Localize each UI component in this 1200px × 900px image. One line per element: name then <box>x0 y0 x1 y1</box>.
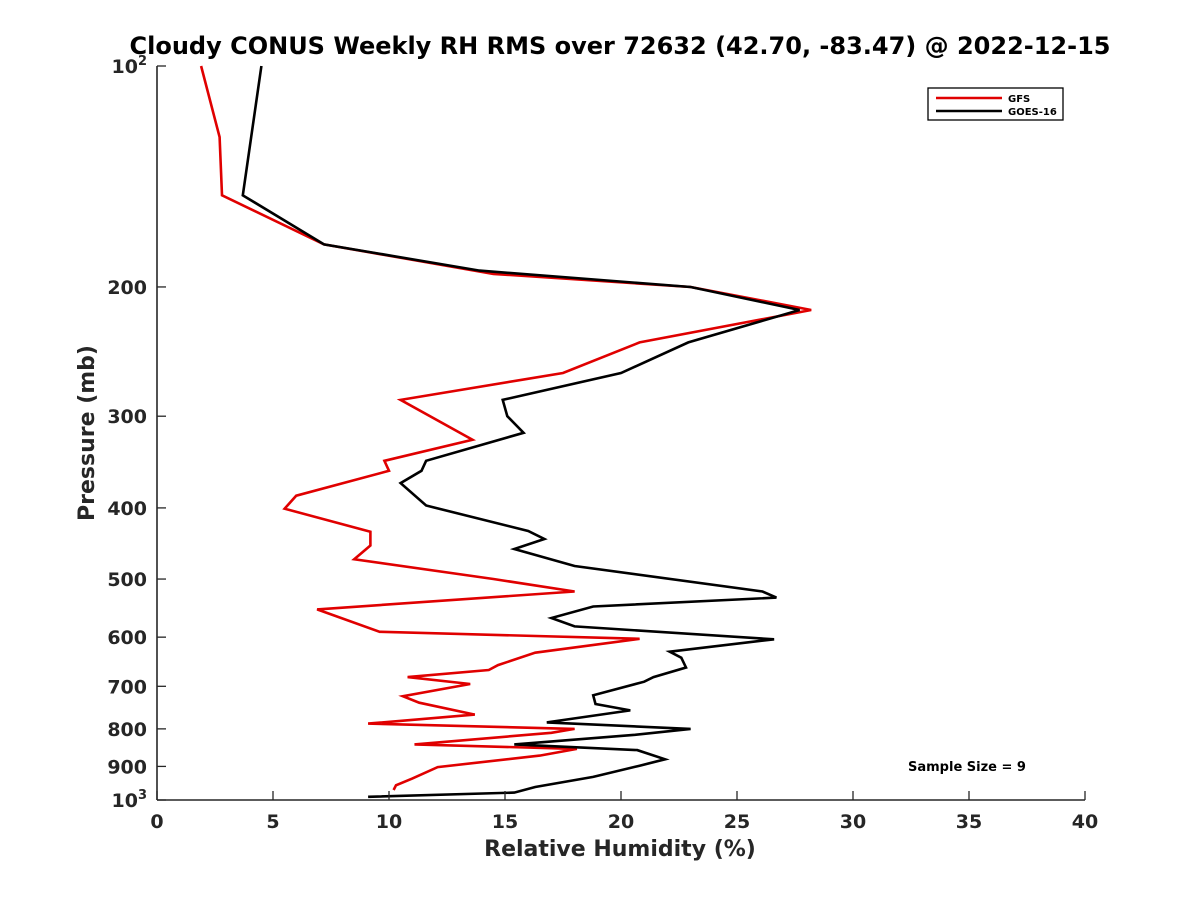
y-tick-label: 700 <box>107 676 147 698</box>
y-tick-label: 103 <box>112 788 148 812</box>
x-tick-label: 0 <box>150 811 163 833</box>
legend: GFS GOES-16 <box>927 87 1064 121</box>
x-tick-label: 30 <box>840 811 866 833</box>
y-axis-label: Pressure (mb) <box>75 345 100 521</box>
y-tick-label: 800 <box>107 719 147 741</box>
x-tick-label: 25 <box>724 811 750 833</box>
y-tick-label: 500 <box>107 569 147 591</box>
x-tick-label: 10 <box>376 811 402 833</box>
y-tick-label: 600 <box>107 627 147 649</box>
series-layer <box>199 65 812 799</box>
x-tick-label: 15 <box>492 811 518 833</box>
y-tick-label: 900 <box>107 756 147 778</box>
x-tick-label: 20 <box>608 811 634 833</box>
y-tick-label: 300 <box>107 406 147 428</box>
x-tick-label: 35 <box>956 811 982 833</box>
x-tick-label: 5 <box>266 811 279 833</box>
sample-size-annotation: Sample Size = 9 <box>908 760 1026 775</box>
legend-label: GOES-16 <box>1008 107 1057 118</box>
x-axis-label: Relative Humidity (%) <box>484 837 756 862</box>
chart-title: Cloudy CONUS Weekly RH RMS over 72632 (4… <box>130 32 1111 60</box>
x-tick-label: 40 <box>1072 811 1098 833</box>
series-line-goes-16 <box>241 65 800 799</box>
y-tick-label: 400 <box>107 498 147 520</box>
legend-label: GFS <box>1008 94 1030 105</box>
legend-box <box>927 87 1064 121</box>
ticks-layer: 0 5 10 15 20 25 30 35 40 102 200 300 400 500 600 700 800… <box>107 54 1098 833</box>
y-tick-label: 102 <box>112 54 148 78</box>
series-line-gfs <box>199 65 812 791</box>
y-tick-label: 200 <box>107 277 147 299</box>
